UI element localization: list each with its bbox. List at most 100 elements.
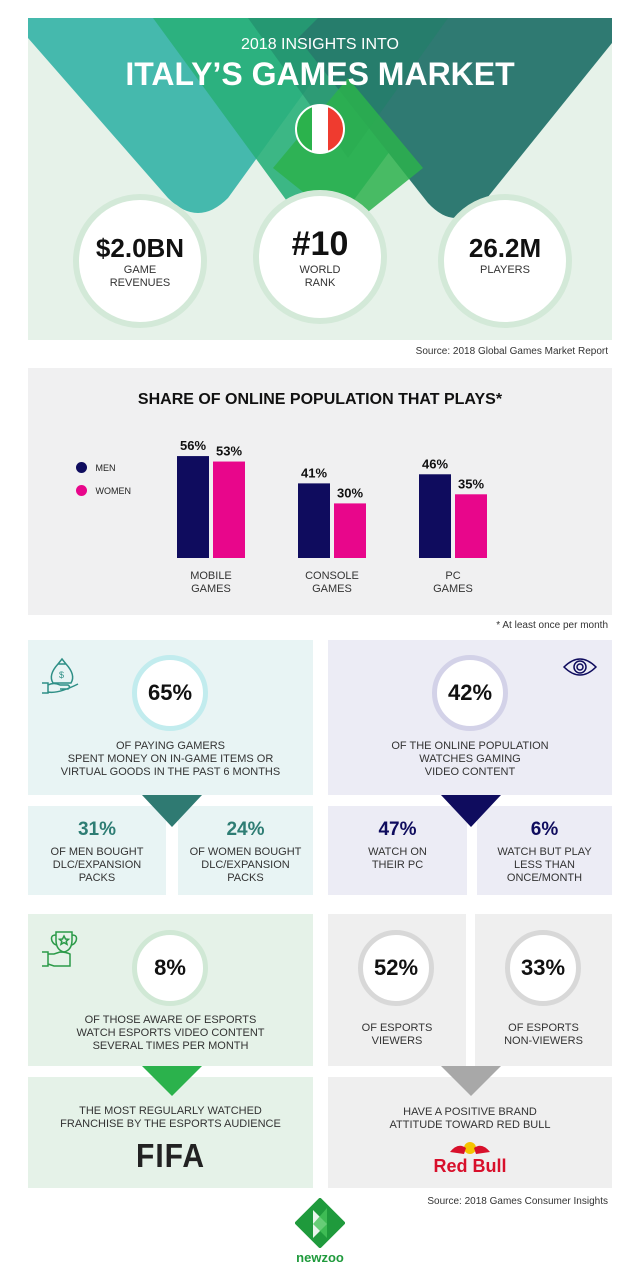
esports-value: 8% [154,955,186,980]
text-line: ATTITUDE TOWARD RED BULL [389,1119,551,1131]
svg-text:$: $ [59,670,64,680]
kpi-label: REVENUES [109,276,171,289]
text-line: DLC/EXPANSION [52,859,142,871]
brand-name: newzoo [296,1250,344,1265]
kpi-rank: #10 WORLD RANK [253,190,387,324]
text-line: THE MOST REGULARLY WATCHED [79,1105,262,1117]
kpi-value: #10 [291,224,349,263]
redbull-arrow [441,1066,501,1096]
bar-men [298,483,330,558]
source-market-report: Source: 2018 Global Games Market Report [415,346,608,357]
viewers-value: 52% [373,955,419,980]
viewers-text: OF ESPORTS VIEWERS [328,1022,466,1048]
category-label: CONSOLE [305,570,359,582]
category-label: GAMES [312,583,352,595]
data-label: 53% [216,444,242,459]
eye-icon [562,658,598,676]
text-line: OF ESPORTS [361,1022,433,1034]
video-circle: 42% [432,655,508,731]
data-label: 46% [422,456,448,471]
nonviewers-value: 33% [520,955,566,980]
video-arrow [441,795,501,827]
text-line: ONCE/MONTH [506,872,583,884]
women-dlc-text: OF WOMEN BOUGHT DLC/EXPANSION PACKS [178,846,313,885]
spending-text: OF PAYING GAMERS SPENT MONEY ON IN-GAME I… [28,740,313,779]
text-line: OF MEN BOUGHT [50,846,144,858]
kpi-players: 26.2M PLAYERS [438,194,572,328]
text-line: HAVE A POSITIVE BRAND [403,1106,537,1118]
trophy-icon [42,931,78,967]
nonviewers-text: OF ESPORTS NON-VIEWERS [475,1022,612,1048]
text-line: FRANCHISE BY THE ESPORTS AUDIENCE [60,1118,281,1130]
text-line: SEVERAL TIMES PER MONTH [92,1040,249,1052]
kpi-label: PLAYERS [480,263,530,276]
bar-women [334,503,366,558]
bar-men [419,474,451,558]
text-line: WATCH BUT PLAY [497,846,592,858]
redbull-logo: Red Bull [433,1156,507,1176]
bar-chart: 56% 53%MOBILEGAMES41%30%CONSOLEGAMES46%35… [177,438,487,595]
text-line: PACKS [227,872,264,884]
men-dlc-text: OF MEN BOUGHT DLC/EXPANSION PACKS [28,846,166,885]
men-dlc-value: 31% [77,819,117,840]
source-consumer-insights: Source: 2018 Games Consumer Insights [427,1196,608,1207]
header-title: ITALY’S GAMES MARKET [125,56,515,92]
watch-pc-value: 47% [378,819,417,840]
watch-rare-text: WATCH BUT PLAY LESS THAN ONCE/MONTH [477,846,612,885]
data-label: 56% [180,438,206,453]
kpi-label: GAME [123,263,157,276]
redbull-text: HAVE A POSITIVE BRAND ATTITUDE TOWARD RED… [328,1106,612,1132]
chart-footnote: * At least once per month [496,620,608,631]
legend-swatch-women [76,485,87,497]
legend-label: WOMEN [95,485,131,496]
category-label: GAMES [433,583,473,595]
text-line: PACKS [78,872,116,884]
text-line: OF WOMEN BOUGHT [189,846,302,858]
text-line: LESS THAN [514,859,575,871]
spending-value: 65% [147,680,193,705]
data-label: 35% [458,476,484,491]
fifa-logo: FIFA [136,1138,205,1175]
text-line: WATCH ON [368,846,427,858]
video-text: OF THE ONLINE POPULATION WATCHES GAMING VI… [328,740,612,779]
header-subtitle: 2018 INSIGHTS INTO [241,36,399,53]
esports-arrow [142,1066,202,1096]
legend-swatch-men [76,462,87,474]
text-line: VIRTUAL GOODS IN THE PAST 6 MONTHS [60,766,281,778]
text-line: SPENT MONEY ON IN-GAME ITEMS OR [67,753,274,765]
kpi-value: $2.0BN [95,232,185,263]
category-label: PC [445,570,460,582]
spending-arrow [142,795,202,827]
kpi-value: 26.2M [468,232,542,263]
kpi-label: RANK [304,276,336,289]
esports-circle: 8% [132,930,208,1006]
legend-men: MEN [76,459,115,477]
text-line: THEIR PC [371,859,424,871]
fifa-text: THE MOST REGULARLY WATCHED FRANCHISE BY T… [28,1105,313,1131]
video-value: 42% [447,680,493,705]
text-line: OF THOSE AWARE OF ESPORTS [84,1014,257,1026]
redbull-bulls-icon [450,1142,490,1154]
text-line: DLC/EXPANSION [201,859,290,871]
newzoo-logo-icon [295,1198,345,1248]
data-label: 30% [337,485,363,500]
money-bag-icon: $ [42,657,79,694]
watch-pc-text: WATCH ON THEIR PC [328,846,467,872]
bar-women [455,494,487,558]
text-line: NON-VIEWERS [504,1035,583,1047]
text-line: OF ESPORTS [508,1022,579,1034]
bar-men [177,456,209,558]
category-label: MOBILE [190,570,232,582]
text-line: VIDEO CONTENT [424,766,516,778]
text-line: VIEWERS [371,1035,423,1047]
text-line: WATCHES GAMING [419,753,521,765]
category-label: GAMES [191,583,231,595]
chart-title: SHARE OF ONLINE POPULATION THAT PLAYS* [137,391,503,408]
legend-women: WOMEN [76,482,131,500]
text-line: WATCH ESPORTS VIDEO CONTENT [76,1027,265,1039]
bar-women [213,461,245,558]
spending-circle: 65% [132,655,208,731]
watch-rare-value: 6% [530,819,559,840]
esports-text: OF THOSE AWARE OF ESPORTS WATCH ESPORTS V… [28,1014,313,1053]
nonviewers-circle: 33% [505,930,581,1006]
